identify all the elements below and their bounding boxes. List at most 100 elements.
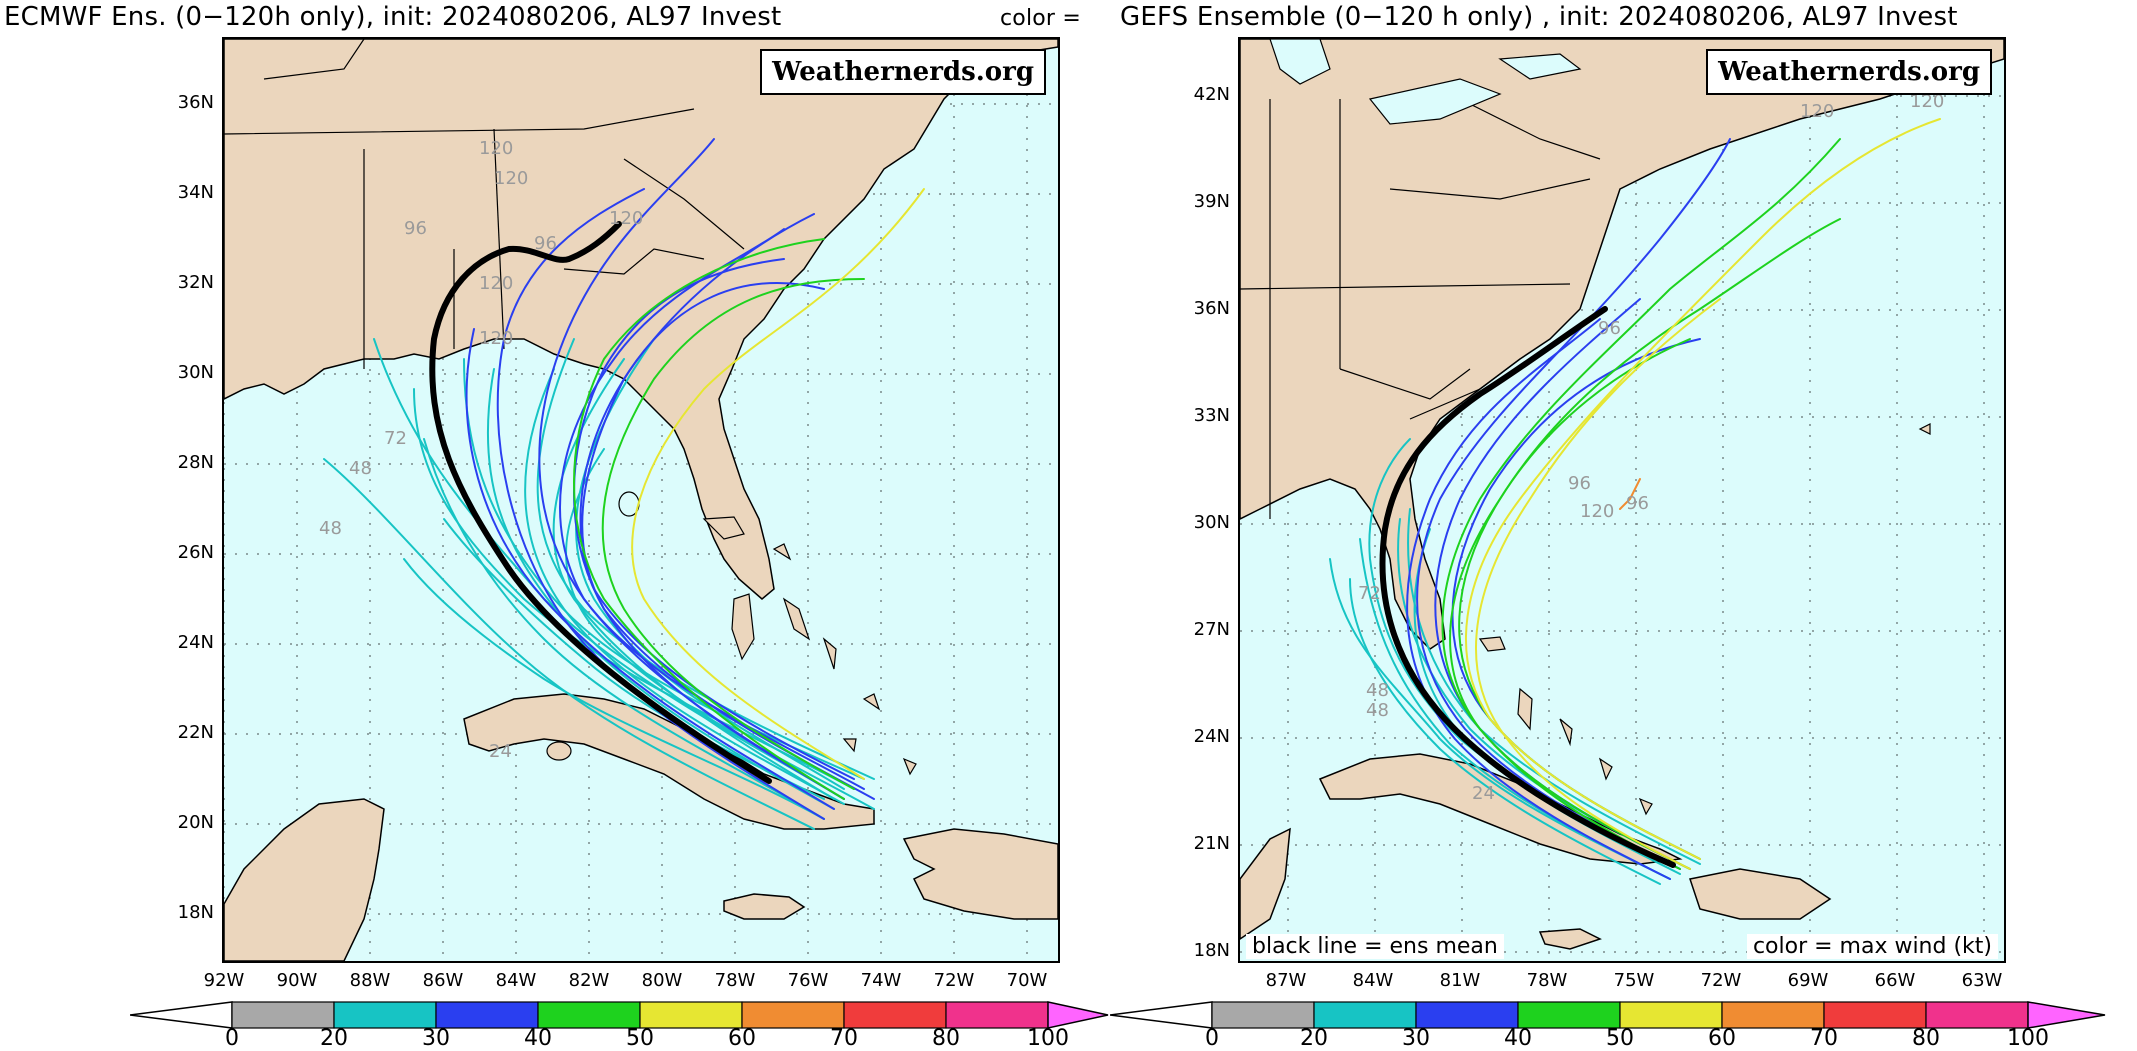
lead-label: 48 [1366, 680, 1389, 701]
lat-label: 24N [1193, 726, 1230, 747]
ecmwf-lead-labels: 120 120 96 120 96 120 120 72 48 48 24 [319, 138, 643, 762]
lat-label: 22N [177, 722, 214, 743]
lat-label: 20N [177, 812, 214, 833]
lon-label: 74W [860, 970, 902, 991]
colorbar-under-arrow [130, 1001, 233, 1029]
lat-label: 18N [1193, 940, 1230, 961]
colorbar-tick: 40 [524, 1026, 552, 1051]
lat-label: 36N [177, 92, 214, 113]
lead-label: 96 [1568, 473, 1591, 494]
lon-label: 90W [276, 970, 318, 991]
lead-label: 96 [1598, 318, 1621, 339]
lon-label: 87W [1265, 970, 1307, 991]
weathernerds-badge-right: Weathernerds.org [1706, 49, 1992, 95]
ecmwf-panel: 120 120 96 120 96 120 120 72 48 48 24 We… [130, 37, 1109, 1051]
lead-label: 120 [479, 273, 513, 294]
yucatan-land [224, 798, 385, 961]
colorbar-bin [1313, 1001, 1417, 1029]
max-wind-note: color = max wind (kt) [1746, 934, 1998, 959]
jamaica-land [723, 893, 806, 920]
lon-label: 84W [495, 970, 537, 991]
colorbar-tick: 70 [830, 1026, 858, 1051]
lat-label: 18N [177, 902, 214, 923]
lon-label: 69W [1787, 970, 1829, 991]
lon-label: 76W [787, 970, 829, 991]
lon-label: 81W [1439, 970, 1481, 991]
lead-label: 120 [494, 168, 528, 189]
lead-label: 120 [479, 328, 513, 349]
colorbar-bin [435, 1001, 539, 1029]
great-lakes [1269, 39, 1582, 125]
colorbar-tick: 20 [1300, 1026, 1328, 1051]
colorbar-tick: 30 [422, 1026, 450, 1051]
ecmwf-colorbar [130, 1000, 1110, 1050]
colorbar-tick: 50 [626, 1026, 654, 1051]
lead-label: 48 [319, 518, 342, 539]
bahamas-islands [1478, 423, 1931, 816]
colorbar-svg [130, 1001, 1109, 1029]
yucatan-land [1240, 827, 1291, 940]
lon-label: 78W [714, 970, 756, 991]
color-legend-prefix: color = [1000, 6, 1081, 31]
lon-label: 88W [349, 970, 391, 991]
gefs-map[interactable]: 120 120 96 96 120 96 72 48 48 24 Weather… [1238, 37, 2006, 963]
lead-label: 120 [609, 208, 643, 229]
ecmwf-ensemble-tracks [323, 138, 925, 830]
lead-label: 96 [404, 218, 427, 239]
lat-label: 24N [177, 632, 214, 653]
state-borders [224, 39, 745, 369]
colorbar-bin [741, 1001, 845, 1029]
colorbar-bin [843, 1001, 947, 1029]
lat-label: 26N [177, 542, 214, 563]
colorbar-tick: 80 [1912, 1026, 1940, 1051]
colorbar-tick: 40 [1504, 1026, 1532, 1051]
ens-mean-note: black line = ens mean [1246, 934, 1504, 959]
lead-label: 120 [479, 138, 513, 159]
lead-label: 96 [534, 233, 557, 254]
colorbar-bin [1925, 1001, 2029, 1029]
lon-label: 63W [1961, 970, 2003, 991]
lead-label: 24 [1472, 783, 1495, 804]
colorbar-tick: 20 [320, 1026, 348, 1051]
colorbar-bin [537, 1001, 641, 1029]
bahamas-islands [702, 516, 917, 776]
colorbar-svg [1110, 1001, 2106, 1029]
colorbar-bin [945, 1001, 1049, 1029]
ecmwf-ensemble-mean [429, 221, 772, 784]
lead-label: 120 [1910, 91, 1944, 112]
lon-label: 75W [1613, 970, 1655, 991]
colorbar-bin [333, 1001, 437, 1029]
lon-label: 72W [933, 970, 975, 991]
hispaniola-land [902, 828, 1058, 920]
lat-label: 33N [1193, 405, 1230, 426]
ecmwf-map-canvas: 120 120 96 120 96 120 120 72 48 48 24 [224, 39, 1058, 961]
colorbar-bin [1517, 1001, 1621, 1029]
gefs-map-canvas: 120 120 96 96 120 96 72 48 48 24 [1240, 39, 2004, 961]
colorbar-bin [639, 1001, 743, 1029]
colorbar-bin [1415, 1001, 1519, 1029]
lat-label: 30N [1193, 512, 1230, 533]
lon-label: 84W [1352, 970, 1394, 991]
right-title: GEFS Ensemble (0−120 h only) , init: 202… [1120, 2, 1958, 32]
lat-label: 32N [177, 272, 214, 293]
ecmwf-map[interactable]: 120 120 96 120 96 120 120 72 48 48 24 We… [222, 37, 1060, 963]
lead-label: 120 [1580, 501, 1614, 522]
lead-label: 96 [1626, 493, 1649, 514]
lon-label: 66W [1874, 970, 1916, 991]
weathernerds-badge-left: Weathernerds.org [760, 49, 1046, 95]
gefs-colorbar [1110, 1000, 2110, 1050]
lat-label: 30N [177, 362, 214, 383]
lon-label: 72W [1700, 970, 1742, 991]
gefs-lead-labels: 120 120 96 96 120 96 72 48 48 24 [1358, 91, 1944, 804]
lat-label: 42N [1193, 84, 1230, 105]
lat-label: 21N [1193, 833, 1230, 854]
lon-label: 92W [203, 970, 245, 991]
colorbar-bin [231, 1001, 335, 1029]
lead-label: 48 [349, 458, 372, 479]
lon-label: 80W [641, 970, 683, 991]
colorbar-tick: 0 [225, 1026, 239, 1051]
lat-label: 28N [177, 452, 214, 473]
isle-of-youth [546, 741, 572, 761]
state-borders [1240, 98, 1601, 519]
lead-label: 24 [489, 741, 512, 762]
